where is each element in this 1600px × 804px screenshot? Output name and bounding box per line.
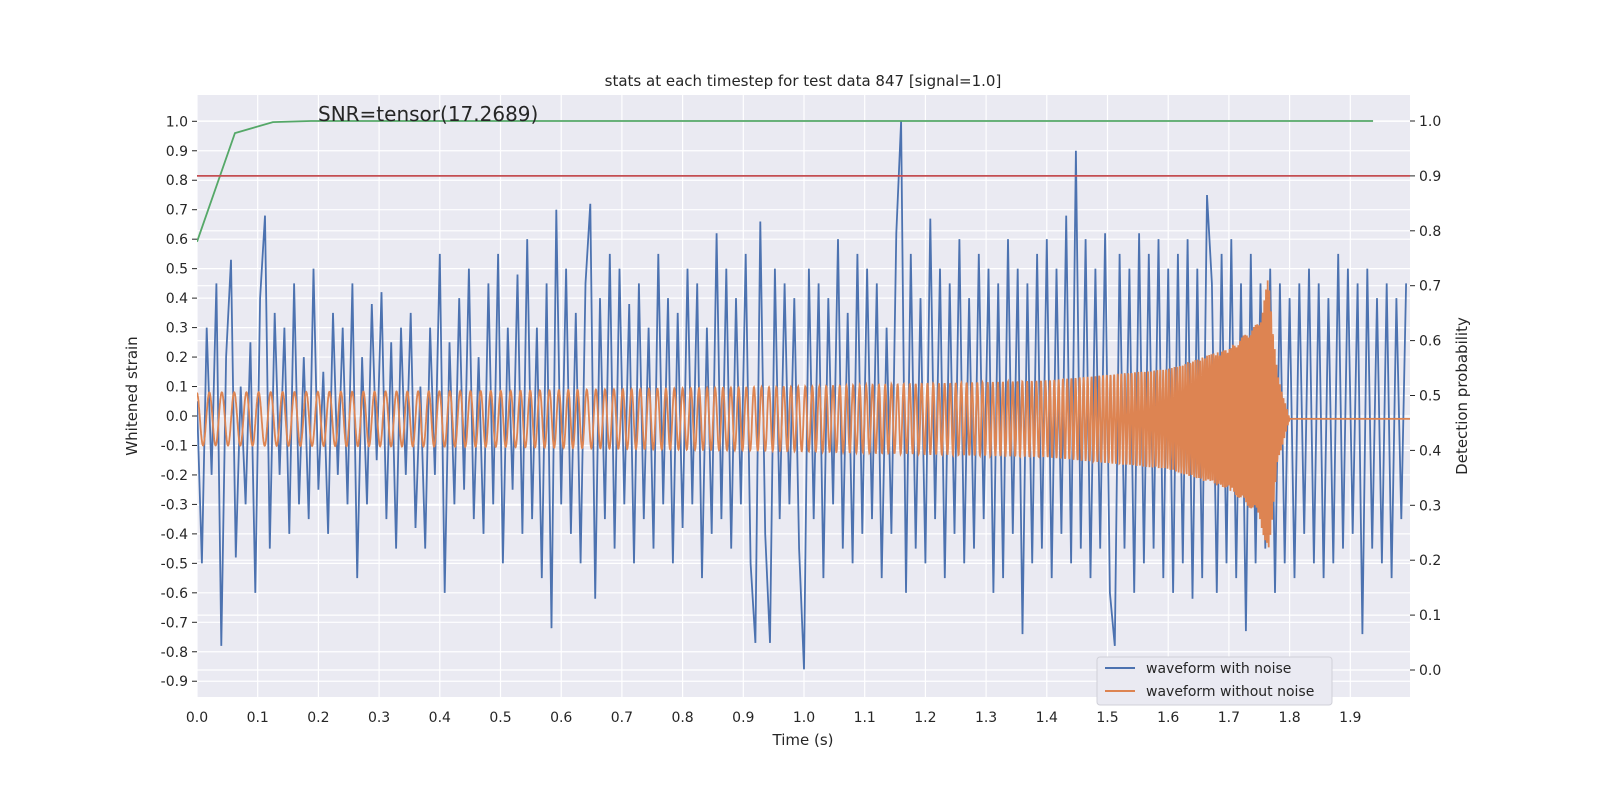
y-right-tick-label: 1.0 (1419, 114, 1441, 130)
y-right-tick-label: 0.3 (1419, 498, 1441, 514)
y-tick-label: 0.9 (166, 144, 188, 160)
waveform-without-noise-line (197, 280, 1410, 548)
y-right-tick-label: 0.8 (1419, 224, 1441, 240)
y-tick-label: 0.7 (166, 203, 188, 219)
legend-label-clean: waveform without noise (1146, 684, 1314, 700)
y-tick-label: -0.7 (161, 615, 188, 631)
x-tick-label: 0.5 (489, 710, 511, 726)
y-right-tick-label: 0.1 (1419, 608, 1441, 624)
x-tick-label: 1.2 (914, 710, 936, 726)
x-tick-label: 1.1 (854, 710, 876, 726)
x-tick-label: 1.9 (1339, 710, 1361, 726)
x-tick-label: 0.2 (307, 710, 329, 726)
x-axis-label: Time (s) (772, 731, 834, 749)
x-tick-label: 1.3 (975, 710, 997, 726)
x-tick-label: 1.7 (1218, 710, 1240, 726)
x-tick-label: 0.3 (368, 710, 390, 726)
y-axis-right-label: Detection probability (1453, 317, 1471, 475)
y-tick-label: -0.1 (161, 438, 188, 454)
x-tick-label: 0.1 (247, 710, 269, 726)
x-tick-label: 0.4 (429, 710, 451, 726)
y-tick-label: 0.2 (166, 350, 188, 366)
y-tick-label: 0.5 (166, 262, 188, 278)
x-tick-label: 1.4 (1036, 710, 1058, 726)
y-tick-label: -0.5 (161, 556, 188, 572)
y-tick-label: -0.9 (161, 674, 188, 690)
y-tick-label: -0.3 (161, 497, 188, 513)
y-tick-label: 0.6 (166, 232, 188, 248)
y-tick-label: -0.2 (161, 468, 188, 484)
x-tick-label: 1.6 (1157, 710, 1179, 726)
chart-title: stats at each timestep for test data 847… (605, 72, 1002, 90)
y-tick-label: 0.4 (166, 291, 188, 307)
x-tick-label: 0.0 (186, 710, 208, 726)
y-axis-label: Whitened strain (123, 336, 141, 455)
y-right-tick-label: 0.2 (1419, 553, 1441, 569)
y-right-tick-label: 0.0 (1419, 663, 1441, 679)
y-tick-label: 0.3 (166, 321, 188, 337)
y-right-tick-label: 0.6 (1419, 334, 1441, 350)
y-tick-label: 0.1 (166, 380, 188, 396)
x-tick-label: 0.9 (732, 710, 754, 726)
ticks: 0.0 0.1 0.2 0.3 0.4 0.5 0.6 0.7 0.8 0.9 1.0 1.1 1.2 1… (161, 114, 1442, 726)
legend-box (1096, 656, 1333, 706)
y-tick-label: 1.0 (166, 114, 188, 130)
y-tick-label: -0.6 (161, 586, 188, 602)
y-right-tick-label: 0.7 (1419, 279, 1441, 295)
series-layer (197, 120, 1410, 670)
detection-probability-line (197, 120, 1374, 243)
y-right-tick-label: 0.5 (1419, 389, 1441, 405)
y-tick-label: 0.8 (166, 173, 188, 189)
legend: waveform with noise waveform without noi… (1096, 656, 1333, 706)
y-tick-label: -0.8 (161, 645, 188, 661)
y-tick-label: 0.0 (166, 409, 188, 425)
snr-annotation: SNR=tensor(17.2689) (318, 102, 538, 126)
x-tick-label: 0.7 (611, 710, 633, 726)
x-tick-label: 0.6 (550, 710, 572, 726)
legend-label-noise: waveform with noise (1146, 661, 1291, 677)
x-tick-label: 1.0 (793, 710, 815, 726)
x-tick-label: 1.8 (1278, 710, 1300, 726)
x-tick-label: 1.5 (1096, 710, 1118, 726)
x-tick-label: 0.8 (671, 710, 693, 726)
y-right-tick-label: 0.9 (1419, 169, 1441, 185)
y-tick-label: -0.4 (161, 527, 188, 543)
y-right-tick-label: 0.4 (1419, 443, 1441, 459)
